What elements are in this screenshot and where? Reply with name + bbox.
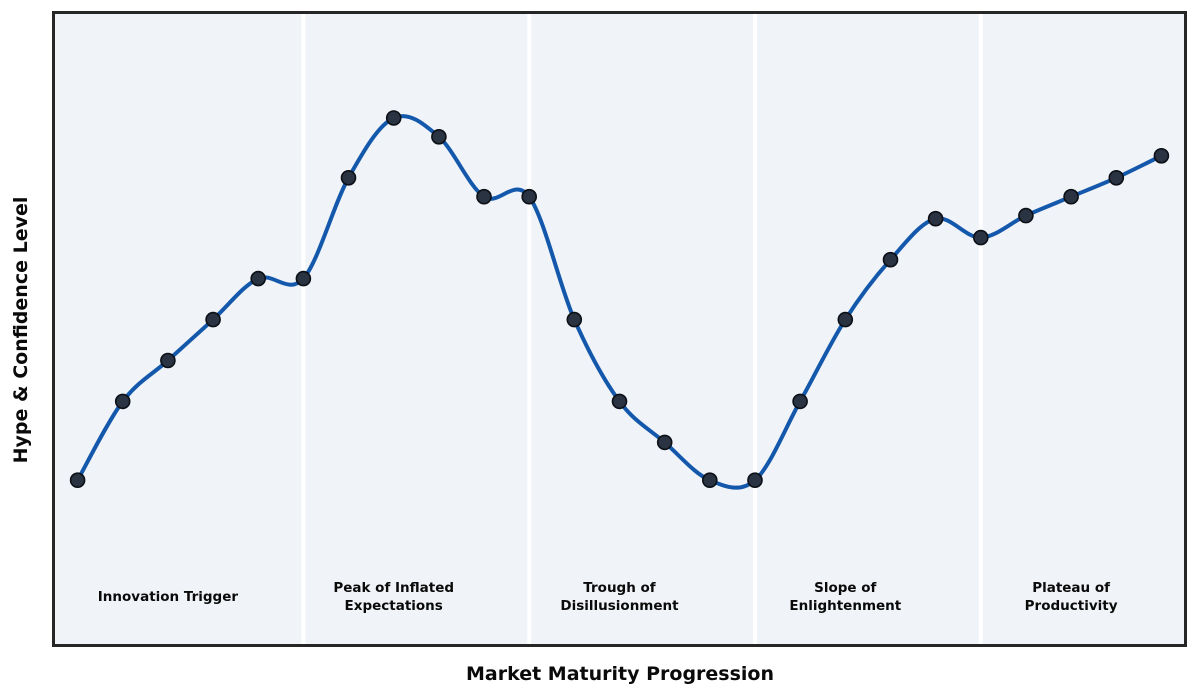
data-point-marker [611,393,628,410]
data-point-marker [160,352,176,369]
data-point-marker [69,472,86,489]
phase-divider [527,14,532,644]
phase-divider [978,14,983,644]
data-point-marker [701,472,718,489]
data-point-marker [566,311,583,328]
data-point-marker [521,188,538,205]
data-point-marker [476,188,492,205]
data-point-marker [431,129,447,145]
data-point-marker [114,393,131,410]
hype-cycle-curve-svg [69,14,1170,644]
hype-curve-line [75,114,1164,490]
data-point-marker [927,210,944,227]
data-point-marker [837,311,854,328]
data-point-marker [792,393,808,410]
data-point-marker [205,311,221,328]
data-point-marker [1108,170,1125,186]
data-point-marker [1018,207,1034,224]
data-point-marker [250,270,266,287]
data-point-marker [656,434,673,451]
y-axis-label: Hype & Confidence Level [10,196,32,464]
data-point-marker [340,170,357,186]
data-point-marker [295,270,312,287]
data-point-marker [1153,148,1170,164]
data-point-marker [972,229,989,246]
data-point-marker [1063,188,1079,205]
x-axis-label: Market Maturity Progression [465,663,775,685]
phase-divider [753,14,757,644]
data-point-marker [385,110,402,126]
phase-divider [301,14,306,644]
plot-area: Innovation Trigger Peak of Inflated Expec… [52,11,1187,647]
data-point-marker [882,251,899,268]
data-point-marker [747,472,763,489]
